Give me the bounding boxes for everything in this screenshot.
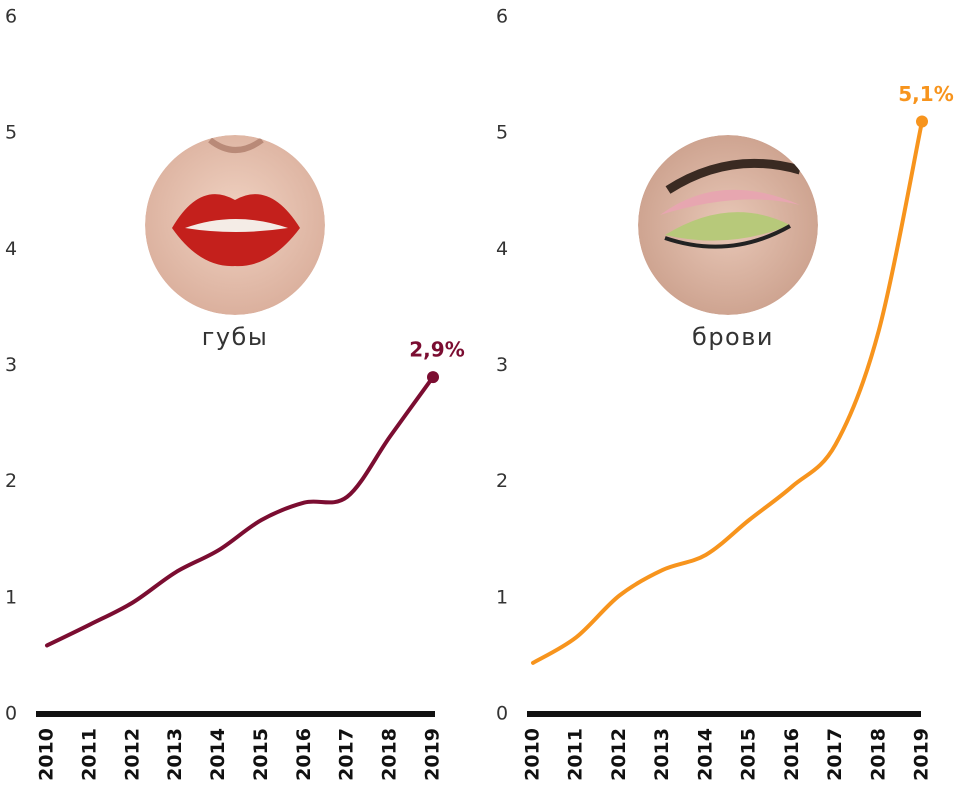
x-tick-label: 2012 <box>608 728 630 781</box>
y-tick-label: 5 <box>5 122 17 144</box>
x-tick-label: 2016 <box>293 728 315 781</box>
x-tick-label: 2013 <box>164 728 186 781</box>
x-tick-label: 2014 <box>694 728 716 781</box>
value-label: 2,9% <box>409 338 464 362</box>
series-name: губы <box>202 323 269 351</box>
value-label: 5,1% <box>898 82 953 106</box>
y-tick-label: 4 <box>496 238 508 260</box>
end-point <box>916 115 928 128</box>
y-tick-label: 1 <box>496 586 508 608</box>
y-tick-label: 6 <box>496 6 508 28</box>
lips-photo <box>145 135 325 315</box>
y-tick-label: 2 <box>5 470 17 492</box>
line <box>531 119 924 665</box>
series-name: брови <box>692 323 774 351</box>
x-tick-label: 2011 <box>78 728 100 781</box>
x-tick-label: 2018 <box>867 728 889 781</box>
x-tick-label: 2013 <box>651 728 673 781</box>
x-tick-label: 2016 <box>781 728 803 781</box>
y-tick-label: 0 <box>496 703 508 725</box>
x-tick-label: 2010 <box>36 728 58 781</box>
y-tick-label: 6 <box>5 6 17 28</box>
y-tick-label: 1 <box>5 586 17 608</box>
x-tick-label: 2017 <box>824 728 846 781</box>
x-tick-label: 2019 <box>911 728 933 781</box>
y-tick-label: 2 <box>496 470 508 492</box>
y-tick-label: 5 <box>496 122 508 144</box>
end-point <box>427 371 439 384</box>
x-tick-label: 2012 <box>121 728 143 781</box>
x-tick-label: 2018 <box>379 728 401 781</box>
y-tick-label: 3 <box>5 354 17 376</box>
x-tick-label: 2017 <box>336 728 358 781</box>
line <box>45 375 435 648</box>
x-tick-label: 2015 <box>738 728 760 781</box>
y-tick-label: 4 <box>5 238 17 260</box>
x-tick-label: 2010 <box>522 728 544 781</box>
x-tick-label: 2014 <box>207 728 229 781</box>
x-tick-label: 2015 <box>250 728 272 781</box>
x-tick-label: 2019 <box>422 728 444 781</box>
y-tick-label: 3 <box>496 354 508 376</box>
eye-photo <box>638 135 818 315</box>
x-tick-label: 2011 <box>565 728 587 781</box>
y-tick-label: 0 <box>5 703 17 725</box>
